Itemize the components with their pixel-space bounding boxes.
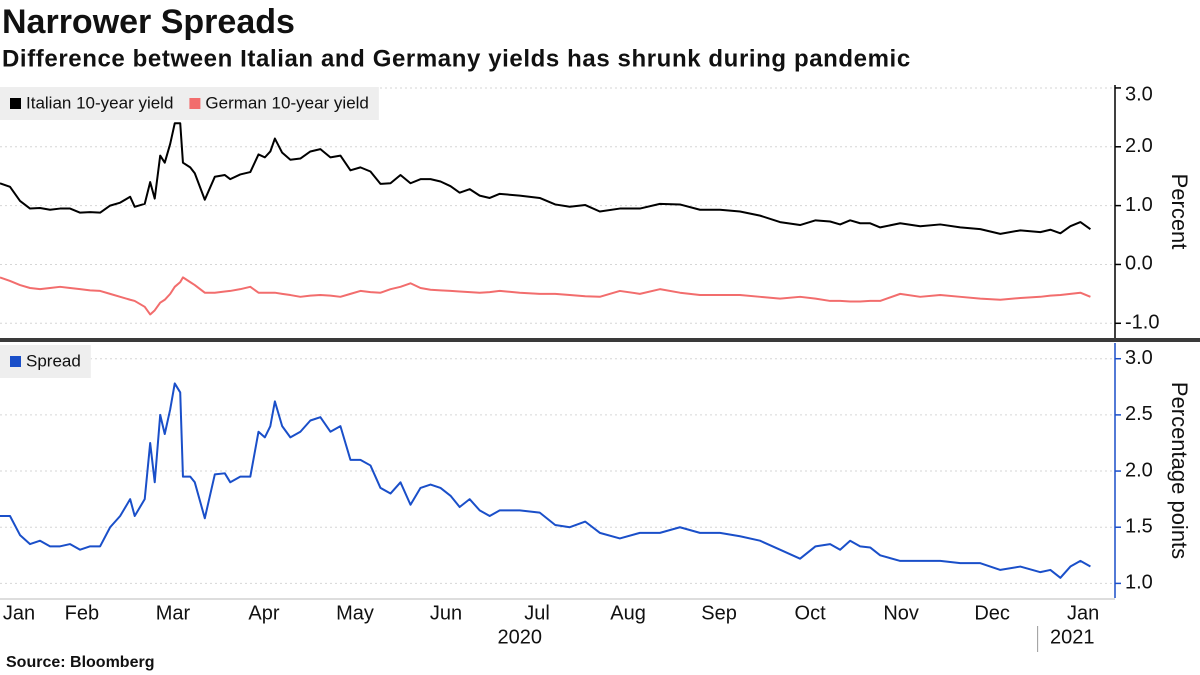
x-tick-label: Feb bbox=[65, 602, 99, 624]
y-tick-label: 2.0 bbox=[1125, 135, 1153, 157]
y-tick-label: 1.0 bbox=[1125, 194, 1153, 216]
legend-swatch bbox=[10, 98, 21, 109]
legend: Spread bbox=[0, 345, 91, 378]
legend-swatch bbox=[189, 98, 201, 109]
y-tick-label: 0.0 bbox=[1125, 253, 1153, 275]
y-tick-label: 1.5 bbox=[1125, 516, 1153, 538]
legend-swatch bbox=[10, 356, 21, 367]
x-tick-label: Jun bbox=[430, 602, 462, 624]
line-series bbox=[0, 382, 1091, 579]
line-series bbox=[0, 276, 1091, 316]
y-tick-label: 2.0 bbox=[1125, 459, 1153, 481]
y-axis-title: Percent bbox=[1167, 174, 1192, 250]
x-tick-label: Jul bbox=[524, 602, 550, 624]
chart-title: Narrower Spreads bbox=[2, 3, 295, 41]
x-tick-label: Sep bbox=[701, 602, 737, 624]
x-year-label: 2020 bbox=[497, 626, 542, 648]
x-tick-label: Nov bbox=[883, 602, 919, 624]
y-tick-label: 3.0 bbox=[1125, 347, 1153, 369]
x-tick-label: Apr bbox=[248, 602, 279, 624]
legend-label: Spread bbox=[26, 351, 81, 370]
legend-label: Italian 10-year yield bbox=[26, 93, 173, 112]
x-tick-label: Oct bbox=[795, 602, 827, 624]
x-tick-label: May bbox=[336, 602, 374, 624]
legend: Italian 10-year yield German 10-year yiel… bbox=[0, 87, 379, 120]
chart-subtitle: Difference between Italian and Germany y… bbox=[2, 45, 911, 72]
y-tick-label: -1.0 bbox=[1125, 312, 1159, 334]
y-axis-title: Percentage points bbox=[1167, 382, 1192, 559]
y-tick-label: 1.0 bbox=[1125, 572, 1153, 594]
x-tick-label: Jan bbox=[3, 602, 35, 624]
line-series bbox=[0, 122, 1091, 235]
source: Source: Bloomberg bbox=[6, 654, 154, 671]
x-year-label: 2021 bbox=[1050, 626, 1095, 648]
x-tick-label: Mar bbox=[156, 602, 191, 624]
legend-label: German 10-year yield bbox=[205, 93, 368, 112]
x-tick-label: Jan bbox=[1067, 602, 1099, 624]
x-tick-label: Aug bbox=[610, 602, 646, 624]
x-tick-label: Dec bbox=[974, 602, 1010, 624]
y-tick-label: 3.0 bbox=[1125, 83, 1153, 105]
y-tick-label: 2.5 bbox=[1125, 403, 1153, 425]
